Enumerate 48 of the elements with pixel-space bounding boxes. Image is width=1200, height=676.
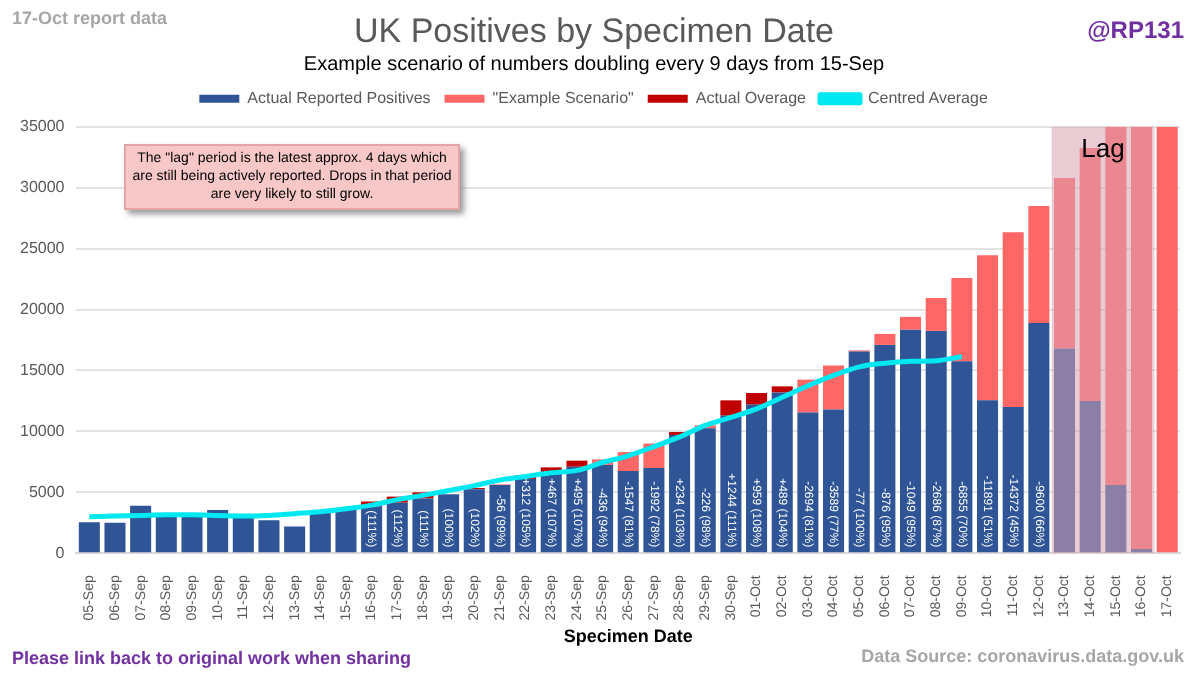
bar — [951, 361, 973, 553]
bar — [335, 510, 357, 553]
legend-label: Actual Reported Positives — [247, 89, 431, 108]
bar — [1053, 348, 1076, 553]
y-tick-label: 15000 — [19, 360, 66, 379]
bar — [1002, 232, 1024, 408]
text: 17-Oct report data — [12, 8, 168, 28]
legend-label: "Example Scenario" — [492, 89, 635, 108]
band-label: Lag — [1081, 132, 1125, 163]
text: Please link back to original work when sharing — [12, 648, 412, 668]
bar — [1130, 126, 1153, 549]
legend-label: Actual Overage — [695, 89, 808, 108]
bar — [284, 526, 306, 553]
bar — [1156, 126, 1178, 553]
bar — [925, 297, 947, 331]
source-note: Data Source: coronavirus.data.gov.uk — [861, 646, 1184, 666]
bar — [104, 522, 126, 553]
bar — [258, 520, 280, 553]
bar — [309, 513, 331, 553]
bar — [848, 351, 870, 553]
y-tick-label: 20000 — [19, 299, 66, 318]
bar — [1053, 177, 1076, 349]
bar — [78, 522, 100, 553]
chart-subtitle: Example scenario of numbers doubling every 9 days from 15-Sep — [303, 54, 886, 77]
chart-title: UK Positives by Specimen Date — [354, 11, 834, 50]
x-axis-title: Specimen Date — [563, 626, 693, 647]
bar — [566, 460, 588, 467]
y-tick-label: 0 — [55, 543, 66, 562]
y-tick-label: 35000 — [19, 117, 66, 136]
bar — [1028, 322, 1050, 553]
bar — [746, 393, 768, 405]
bar — [951, 277, 973, 362]
bar — [1028, 206, 1050, 323]
bar — [155, 514, 177, 553]
bar — [720, 400, 742, 416]
y-tick-label: 5000 — [28, 482, 66, 501]
y-tick-label: 25000 — [19, 239, 66, 258]
bar — [771, 386, 793, 393]
bar — [1079, 400, 1101, 553]
y-tick-label: 10000 — [19, 421, 66, 440]
bar — [181, 514, 203, 553]
legend-label: Centred Average — [868, 89, 989, 108]
bar — [977, 255, 999, 401]
bar — [900, 316, 922, 330]
y-tick-label: 30000 — [19, 178, 66, 197]
bar — [1105, 485, 1127, 553]
text: @RP131 — [1087, 16, 1184, 44]
bar — [874, 333, 896, 345]
